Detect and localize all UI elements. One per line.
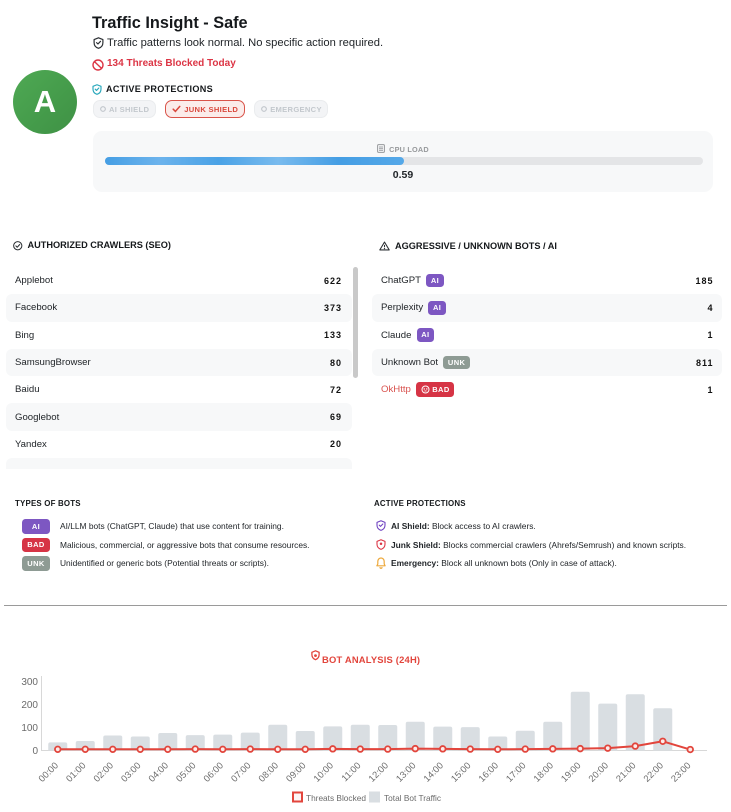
svg-text:BOT ANALYSIS (24H): BOT ANALYSIS (24H) — [322, 654, 420, 665]
svg-text:13:00: 13:00 — [394, 760, 418, 784]
svg-text:200: 200 — [21, 700, 38, 711]
svg-text:12:00: 12:00 — [367, 760, 391, 784]
svg-text:16:00: 16:00 — [477, 760, 501, 784]
svg-text:14:00: 14:00 — [422, 760, 446, 784]
svg-text:Threats Blocked: Threats Blocked — [306, 793, 366, 803]
svg-text:18:00: 18:00 — [532, 760, 556, 784]
svg-text:05:00: 05:00 — [174, 760, 198, 784]
svg-text:300: 300 — [21, 677, 38, 688]
svg-text:11:00: 11:00 — [340, 760, 363, 783]
svg-text:19:00: 19:00 — [559, 760, 583, 784]
svg-text:0: 0 — [32, 746, 38, 757]
svg-text:08:00: 08:00 — [257, 760, 281, 784]
svg-text:01:00: 01:00 — [64, 760, 88, 784]
svg-text:100: 100 — [21, 723, 38, 734]
svg-text:06:00: 06:00 — [202, 760, 226, 784]
svg-text:04:00: 04:00 — [147, 760, 171, 784]
svg-text:20:00: 20:00 — [587, 760, 611, 784]
svg-text:17:00: 17:00 — [504, 760, 528, 784]
svg-text:09:00: 09:00 — [284, 760, 308, 784]
svg-text:03:00: 03:00 — [119, 760, 143, 784]
svg-text:15:00: 15:00 — [449, 760, 473, 784]
svg-text:23:00: 23:00 — [669, 760, 693, 784]
svg-text:07:00: 07:00 — [229, 760, 253, 784]
svg-text:Total Bot Traffic: Total Bot Traffic — [384, 793, 441, 803]
svg-text:00:00: 00:00 — [37, 760, 61, 784]
svg-text:22:00: 22:00 — [642, 760, 666, 784]
svg-text:10:00: 10:00 — [312, 760, 336, 784]
svg-text:02:00: 02:00 — [92, 760, 116, 784]
svg-text:21:00: 21:00 — [614, 760, 638, 784]
